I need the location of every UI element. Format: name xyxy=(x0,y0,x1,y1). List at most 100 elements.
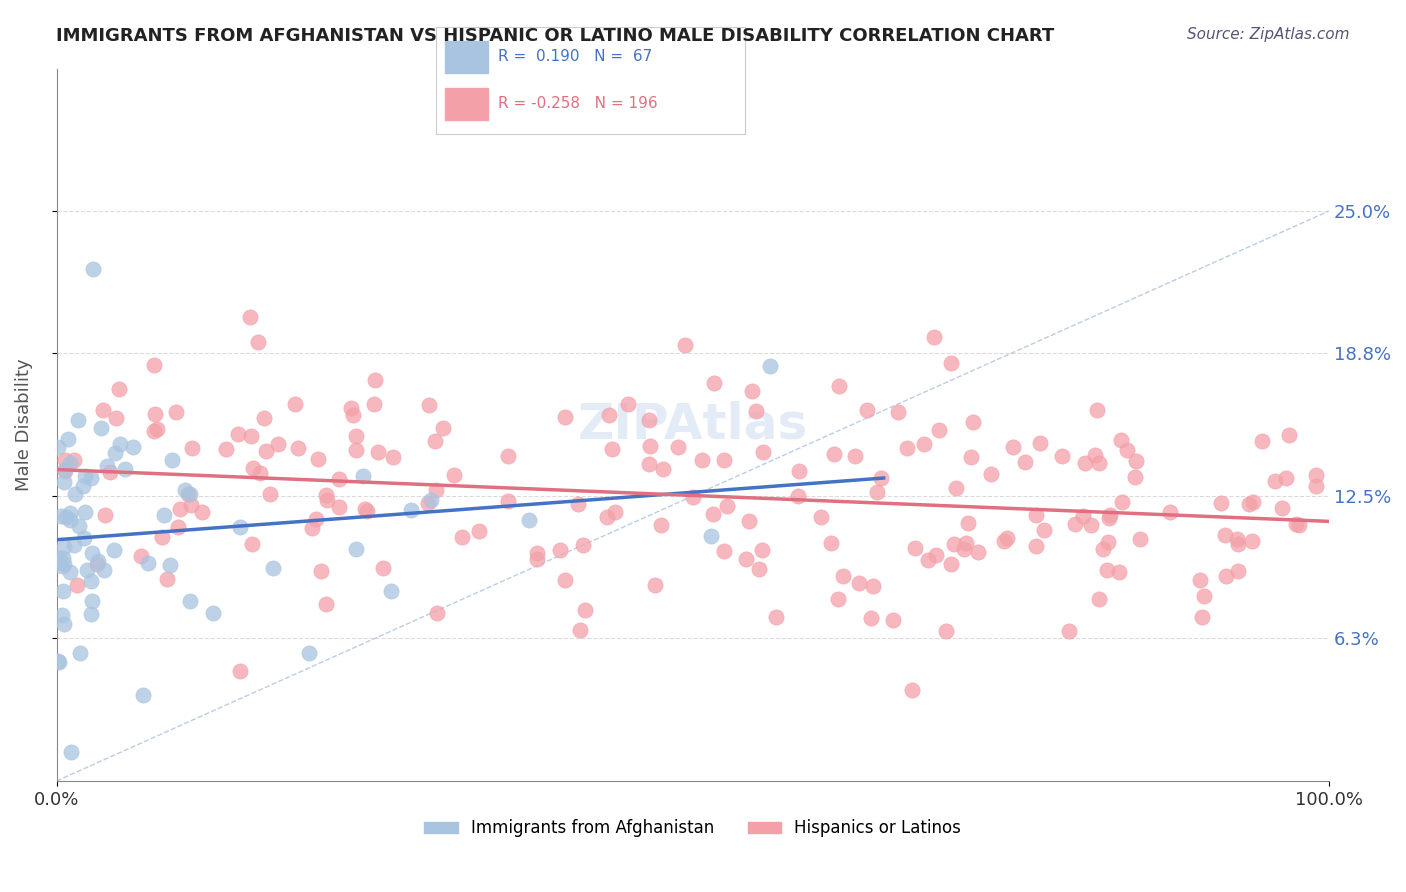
Point xyxy=(229,664,252,678)
Point xyxy=(352,469,374,483)
Point xyxy=(80,546,103,560)
Point xyxy=(870,471,893,485)
Point xyxy=(751,445,773,459)
Point xyxy=(942,537,965,551)
Point xyxy=(1191,609,1213,624)
Point xyxy=(143,407,166,421)
Point xyxy=(953,541,976,556)
Point xyxy=(328,472,350,486)
Point xyxy=(1098,511,1121,525)
Point xyxy=(526,546,548,560)
Point xyxy=(108,436,131,450)
Point xyxy=(1097,534,1119,549)
Point xyxy=(1125,453,1147,467)
Point xyxy=(787,464,810,478)
Point xyxy=(315,492,337,507)
Point xyxy=(340,401,363,415)
Point xyxy=(1064,516,1087,531)
Point xyxy=(51,607,73,622)
Point xyxy=(1251,434,1274,448)
Point xyxy=(451,530,474,544)
Point xyxy=(917,553,939,567)
Point xyxy=(156,572,179,586)
Point xyxy=(1057,624,1080,638)
Point xyxy=(751,542,773,557)
Point xyxy=(363,397,385,411)
Point xyxy=(364,374,387,388)
Point xyxy=(226,426,249,441)
Point xyxy=(160,453,183,467)
Point xyxy=(301,521,323,535)
Text: IMMIGRANTS FROM AFGHANISTAN VS HISPANIC OR LATINO MALE DISABILITY CORRELATION CH: IMMIGRANTS FROM AFGHANISTAN VS HISPANIC … xyxy=(56,27,1054,45)
Point xyxy=(263,561,285,575)
Point xyxy=(567,497,589,511)
Point xyxy=(831,569,853,583)
Bar xyxy=(446,41,488,73)
Point xyxy=(860,611,883,625)
Point xyxy=(267,437,290,451)
Point xyxy=(1227,537,1250,551)
Point xyxy=(73,504,96,518)
Point xyxy=(122,440,145,454)
Point xyxy=(73,468,96,483)
Point xyxy=(1285,516,1308,531)
Point xyxy=(600,442,623,456)
Point xyxy=(569,623,592,637)
Point xyxy=(259,487,281,501)
Point xyxy=(738,514,761,528)
Point xyxy=(48,655,70,669)
Point xyxy=(1215,569,1237,583)
Point xyxy=(371,560,394,574)
Point xyxy=(1159,505,1181,519)
Point xyxy=(443,467,465,482)
Point xyxy=(598,408,620,422)
Legend: Immigrants from Afghanistan, Hispanics or Latinos: Immigrants from Afghanistan, Hispanics o… xyxy=(418,813,967,844)
Point xyxy=(425,483,447,497)
Point xyxy=(55,510,77,524)
Point xyxy=(995,531,1018,545)
Point xyxy=(56,432,79,446)
Point xyxy=(180,498,202,512)
Point xyxy=(1274,471,1296,485)
Point xyxy=(93,563,115,577)
Point xyxy=(53,540,76,554)
Point xyxy=(239,310,262,325)
Point xyxy=(1264,475,1286,489)
Point xyxy=(174,483,197,497)
Point xyxy=(1080,517,1102,532)
Point xyxy=(166,520,188,534)
Point xyxy=(828,379,851,393)
Point xyxy=(152,508,174,522)
Point xyxy=(1237,497,1260,511)
Point xyxy=(1001,441,1024,455)
Point xyxy=(1241,495,1264,509)
Point xyxy=(215,442,238,456)
Point xyxy=(925,548,948,562)
Point xyxy=(1099,508,1122,522)
Point xyxy=(63,452,86,467)
Point xyxy=(305,512,328,526)
Point xyxy=(240,429,263,443)
Point xyxy=(367,444,389,458)
Point xyxy=(143,359,166,373)
Point xyxy=(426,606,449,620)
Point xyxy=(354,502,377,516)
Point xyxy=(1129,533,1152,547)
Point xyxy=(181,441,204,455)
Point xyxy=(53,464,76,478)
Point xyxy=(169,501,191,516)
Y-axis label: Male Disability: Male Disability xyxy=(15,359,32,491)
Point xyxy=(46,555,69,569)
Point xyxy=(955,536,977,550)
Text: R = -0.258   N = 196: R = -0.258 N = 196 xyxy=(498,96,658,112)
Point xyxy=(703,376,725,391)
Point xyxy=(980,467,1002,481)
Point xyxy=(554,410,576,425)
Point xyxy=(80,574,103,589)
Point xyxy=(637,413,659,427)
Point xyxy=(1188,573,1211,587)
Point xyxy=(152,530,174,544)
Point xyxy=(51,558,73,573)
Point xyxy=(1305,479,1327,493)
Point xyxy=(315,597,337,611)
